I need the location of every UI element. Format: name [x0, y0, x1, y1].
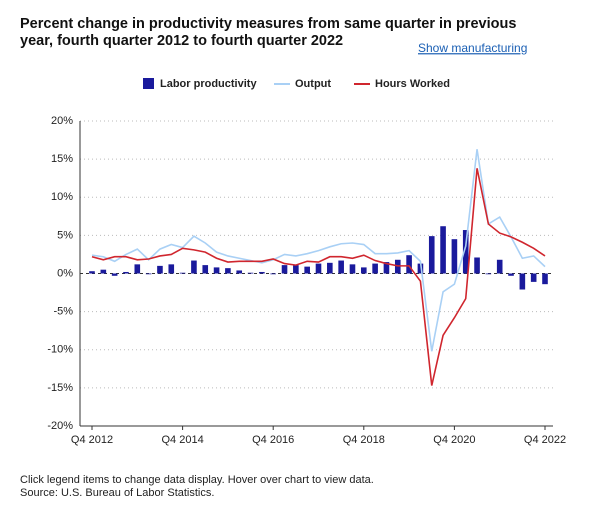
x-tick-label: Q4 2014	[161, 434, 203, 446]
bar	[440, 226, 446, 274]
legend-label[interactable]: Hours Worked	[375, 78, 450, 90]
bar	[530, 273, 537, 282]
bar	[213, 267, 220, 274]
bar	[361, 267, 367, 274]
legend-marker[interactable]	[143, 78, 154, 89]
bar	[519, 273, 526, 290]
y-tick-label: -5%	[53, 306, 73, 318]
bar	[496, 259, 503, 274]
bar	[383, 262, 390, 274]
bar	[474, 257, 480, 274]
bar	[123, 271, 129, 274]
bar	[168, 264, 175, 274]
show-manufacturing-link[interactable]: Show manufacturing	[418, 41, 527, 55]
bar	[315, 263, 322, 274]
bar	[236, 270, 243, 274]
legend-label[interactable]: Output	[295, 78, 331, 90]
y-tick-label: 5%	[57, 229, 73, 241]
bar	[191, 260, 197, 274]
y-tick-label: 0%	[57, 267, 73, 279]
bar	[338, 260, 344, 274]
line	[91, 149, 546, 352]
bar	[247, 272, 254, 274]
bar	[157, 265, 163, 274]
y-tick-label: 20%	[51, 115, 73, 127]
bar	[327, 262, 333, 274]
bar	[202, 265, 209, 274]
bar	[293, 265, 299, 274]
chart-title-line: year, fourth quarter 2012 to fourth quar…	[20, 33, 343, 49]
bar	[485, 273, 492, 275]
chart-title-line: Percent change in productivity measures …	[20, 16, 516, 32]
bar	[225, 268, 231, 274]
bar	[372, 263, 378, 274]
x-tick-label: Q4 2012	[71, 434, 113, 446]
bar	[428, 236, 435, 274]
bar	[134, 264, 141, 274]
legend-label[interactable]: Labor productivity	[160, 78, 257, 90]
bar	[451, 239, 458, 274]
bar	[100, 269, 107, 274]
x-tick-label: Q4 2020	[433, 434, 475, 446]
bar	[304, 266, 310, 274]
bar	[406, 255, 412, 274]
y-tick-label: -10%	[47, 344, 73, 356]
y-tick-label: 10%	[51, 191, 73, 203]
bar	[281, 265, 288, 274]
bar	[179, 272, 186, 274]
bar	[349, 264, 356, 274]
y-tick-label: -15%	[47, 382, 73, 394]
bar	[270, 273, 276, 275]
bar	[542, 273, 548, 285]
bar	[417, 263, 424, 274]
x-tick-label: Q4 2022	[524, 434, 566, 446]
y-tick-label: 15%	[51, 153, 73, 165]
line	[91, 168, 546, 386]
bar	[508, 273, 514, 276]
bar	[111, 273, 118, 276]
x-tick-label: Q4 2016	[252, 434, 294, 446]
x-tick-label: Q4 2018	[343, 434, 385, 446]
footnote: Click legend items to change data displa…	[20, 474, 374, 486]
y-tick-label: -20%	[47, 420, 73, 432]
footnote: Source: U.S. Bureau of Labor Statistics.	[20, 487, 214, 499]
bar	[89, 271, 95, 274]
bar	[145, 273, 152, 275]
bar	[462, 230, 469, 274]
bar	[259, 271, 265, 274]
